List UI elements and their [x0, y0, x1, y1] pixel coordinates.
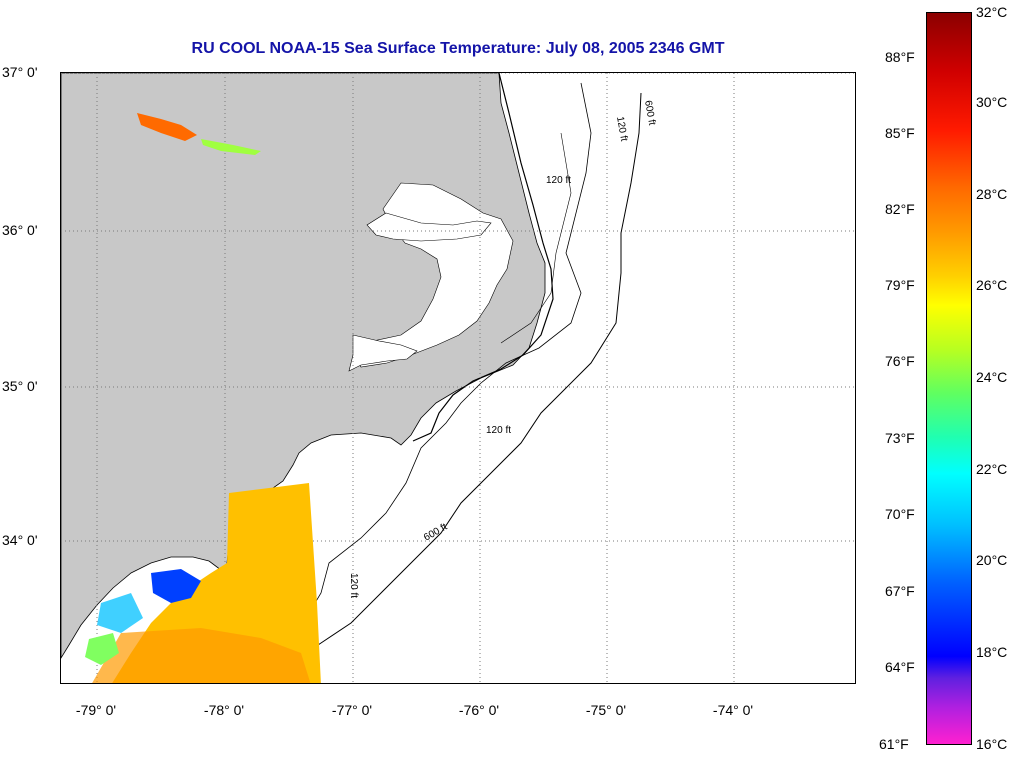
lon-label-74: -74° 0'	[712, 702, 754, 718]
lon-label-78: -78° 0'	[203, 702, 245, 718]
sst-inland-pixels-green	[201, 139, 261, 155]
outer-banks	[412, 73, 554, 442]
cb-f-61: 61°F	[879, 736, 909, 752]
lat-label-34: 34° 0'	[2, 532, 38, 548]
cb-c-32: 32°C	[976, 4, 1008, 20]
contour-label-120ft-2: 120 ft	[546, 175, 571, 186]
map-panel: 120 ft 600 ft 120 ft 120 ft 600 ft 120 f…	[60, 72, 856, 684]
cb-f-82: 82°F	[885, 201, 915, 217]
sst-orange-band	[92, 628, 311, 683]
map-title: RU COOL NOAA-15 Sea Surface Temperature:…	[191, 40, 725, 57]
graticule	[61, 73, 855, 683]
cb-c-30: 30°C	[976, 94, 1008, 110]
contour-label-600ft: 600 ft	[642, 100, 657, 127]
contour-label-120ft-4: 120 ft	[348, 573, 359, 598]
temperature-colorbar	[926, 12, 972, 745]
cb-f-76: 76°F	[885, 353, 915, 369]
contour-600ft	[262, 92, 642, 683]
cb-c-24: 24°C	[976, 369, 1008, 385]
albemarle-sound	[366, 212, 492, 242]
cb-f-88: 88°F	[885, 49, 915, 65]
lat-label-35: 35° 0'	[2, 378, 38, 394]
lat-label-37: 37° 0'	[2, 64, 38, 80]
map-canvas: 120 ft 600 ft 120 ft 120 ft 600 ft 120 f…	[61, 73, 855, 683]
sst-cyan-patch	[97, 593, 143, 633]
cb-f-67: 67°F	[885, 583, 915, 599]
cb-c-16: 16°C	[976, 736, 1008, 752]
neuse-river	[348, 334, 418, 372]
lat-label-36: 36° 0'	[2, 222, 38, 238]
cb-c-22: 22°C	[976, 461, 1008, 477]
cb-c-26: 26°C	[976, 277, 1008, 293]
cb-f-85: 85°F	[885, 125, 915, 141]
lon-label-77: -77° 0'	[331, 702, 373, 718]
cb-f-79: 79°F	[885, 277, 915, 293]
cb-f-70: 70°F	[885, 506, 915, 522]
lon-label-75: -75° 0'	[585, 702, 627, 718]
contour-label-120ft: 120 ft	[614, 116, 629, 143]
contour-label-120ft-3: 120 ft	[486, 425, 511, 436]
cb-c-28: 28°C	[976, 186, 1008, 202]
cb-c-20: 20°C	[976, 552, 1008, 568]
lon-label-79: -79° 0'	[75, 702, 117, 718]
cb-f-73: 73°F	[885, 430, 915, 446]
lon-label-76: -76° 0'	[458, 702, 500, 718]
sst-inland-pixels	[137, 113, 197, 141]
cb-f-64: 64°F	[885, 659, 915, 675]
sst-cool-patch	[151, 569, 201, 603]
sst-green-patch	[85, 633, 119, 665]
cb-c-18: 18°C	[976, 644, 1008, 660]
contour-120ft-inner	[500, 132, 572, 344]
